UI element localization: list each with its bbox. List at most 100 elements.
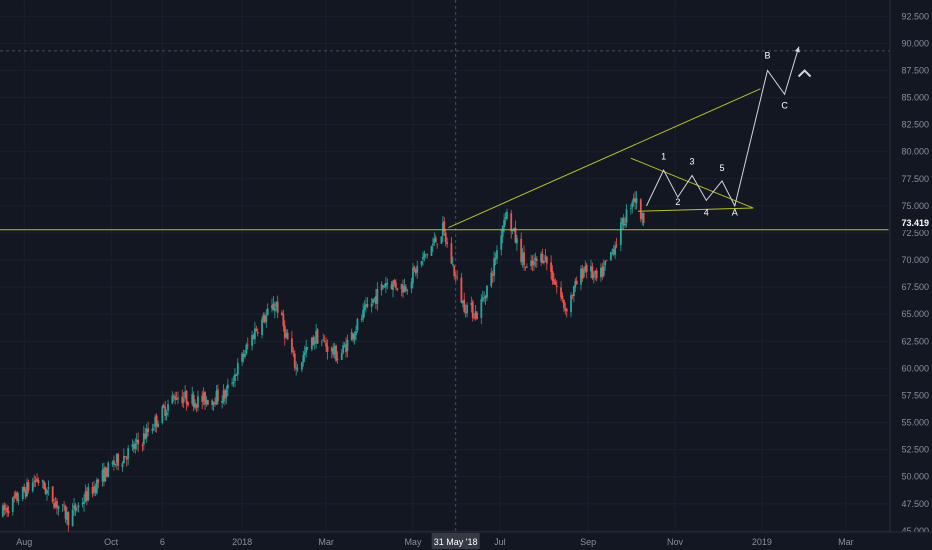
candle-body: [134, 443, 137, 449]
candle-body: [132, 444, 135, 450]
candle-body: [94, 485, 97, 493]
candle-body: [137, 439, 140, 445]
candle-body: [24, 489, 27, 497]
candle-body: [177, 397, 179, 400]
candle-body: [346, 339, 349, 351]
candle-body: [362, 309, 365, 319]
candle-body: [385, 282, 387, 287]
candle-body: [534, 257, 537, 261]
candle-body: [443, 221, 446, 232]
wave-label-2: 2: [675, 197, 680, 207]
candle-body: [67, 512, 70, 526]
candle-body: [624, 223, 627, 226]
candle-body: [234, 374, 236, 381]
candle-body: [540, 253, 543, 262]
candle-body: [111, 462, 114, 464]
candle-body: [543, 260, 545, 264]
price-axis[interactable]: 45.000 47.500 50.000 52.500 55.000 57.500 60.0…: [889, 0, 932, 550]
candle-body: [365, 304, 367, 307]
candle-body: [91, 487, 94, 494]
candle-body: [564, 308, 567, 311]
candle-body: [632, 198, 635, 203]
horizontal-lines: [0, 0, 890, 532]
triangle-lower: [637, 207, 754, 212]
y-tick-label: 62.500: [901, 336, 929, 346]
candle-body: [261, 319, 263, 335]
wave-label-b: B: [765, 51, 771, 61]
candle-body: [41, 480, 44, 482]
candle-body: [34, 480, 37, 482]
y-tick-label: 45.000: [901, 526, 929, 536]
candle-body: [212, 401, 215, 405]
candle-body: [157, 423, 159, 428]
candle-body: [165, 412, 168, 416]
candle-body: [83, 501, 85, 505]
candle-body: [105, 468, 108, 478]
candle-body: [342, 345, 345, 353]
candle-body: [436, 243, 439, 245]
candle-body: [426, 254, 429, 256]
candle-body: [584, 266, 587, 271]
candle-body: [600, 267, 602, 278]
candle-body: [14, 493, 17, 497]
candle-body: [376, 288, 379, 304]
candle-body: [262, 314, 265, 321]
candle-body: [591, 266, 594, 279]
candle-body: [345, 344, 347, 353]
candle-body: [13, 496, 16, 499]
candle-body: [194, 402, 196, 409]
candle-body: [244, 353, 246, 357]
x-tick-label: Aug: [16, 537, 32, 547]
candle-body: [53, 503, 56, 508]
candle-body: [403, 285, 406, 293]
candle-body: [71, 509, 74, 527]
candle-body: [585, 264, 588, 272]
candle-body: [211, 400, 214, 406]
candle-body: [560, 287, 562, 298]
candle-body: [525, 267, 528, 268]
candle-body: [473, 317, 476, 319]
candle-body: [440, 236, 443, 244]
candle-body: [115, 454, 118, 463]
candle-body: [305, 347, 308, 353]
candle-body: [181, 396, 184, 404]
candle-body: [615, 244, 618, 246]
candle-body: [216, 389, 219, 402]
candle-body: [535, 259, 538, 261]
candle-body: [642, 212, 645, 223]
candle-body: [1, 505, 4, 517]
time-axis[interactable]: Aug Oct 6 2018 Mar May Jul Sep Nov 2019 Mar 31 May …: [0, 531, 932, 550]
y-tick-label: 92.500: [901, 11, 929, 21]
candle-body: [36, 478, 38, 481]
candle-body: [444, 232, 447, 243]
candle-body: [392, 281, 394, 290]
candle-body: [614, 245, 617, 255]
candle-body: [75, 509, 78, 510]
candle-body: [453, 265, 456, 277]
candle-body: [74, 504, 77, 511]
candle-body: [461, 300, 464, 304]
candle-body: [634, 198, 637, 203]
candle-body: [414, 269, 417, 274]
candle-body: [291, 338, 293, 353]
candle-body: [406, 289, 409, 292]
candle-body: [323, 340, 326, 343]
candle-body: [184, 391, 187, 398]
candle-body: [570, 295, 572, 313]
chevron-up-icon[interactable]: [797, 69, 812, 78]
candle-body: [141, 444, 144, 446]
candle-body: [273, 308, 276, 312]
candle-body: [322, 339, 325, 341]
candle-body: [187, 401, 189, 406]
candle-body: [420, 261, 423, 265]
candle-body: [476, 312, 478, 320]
y-tick-label: 55.000: [901, 418, 929, 428]
candle-body: [433, 238, 436, 244]
x-tick-label: Sep: [580, 537, 596, 547]
y-tick-label: 57.500: [901, 390, 929, 400]
candle-body: [602, 266, 605, 276]
candle-body: [375, 296, 377, 304]
candle-body: [520, 238, 523, 262]
candle-body: [541, 253, 544, 264]
